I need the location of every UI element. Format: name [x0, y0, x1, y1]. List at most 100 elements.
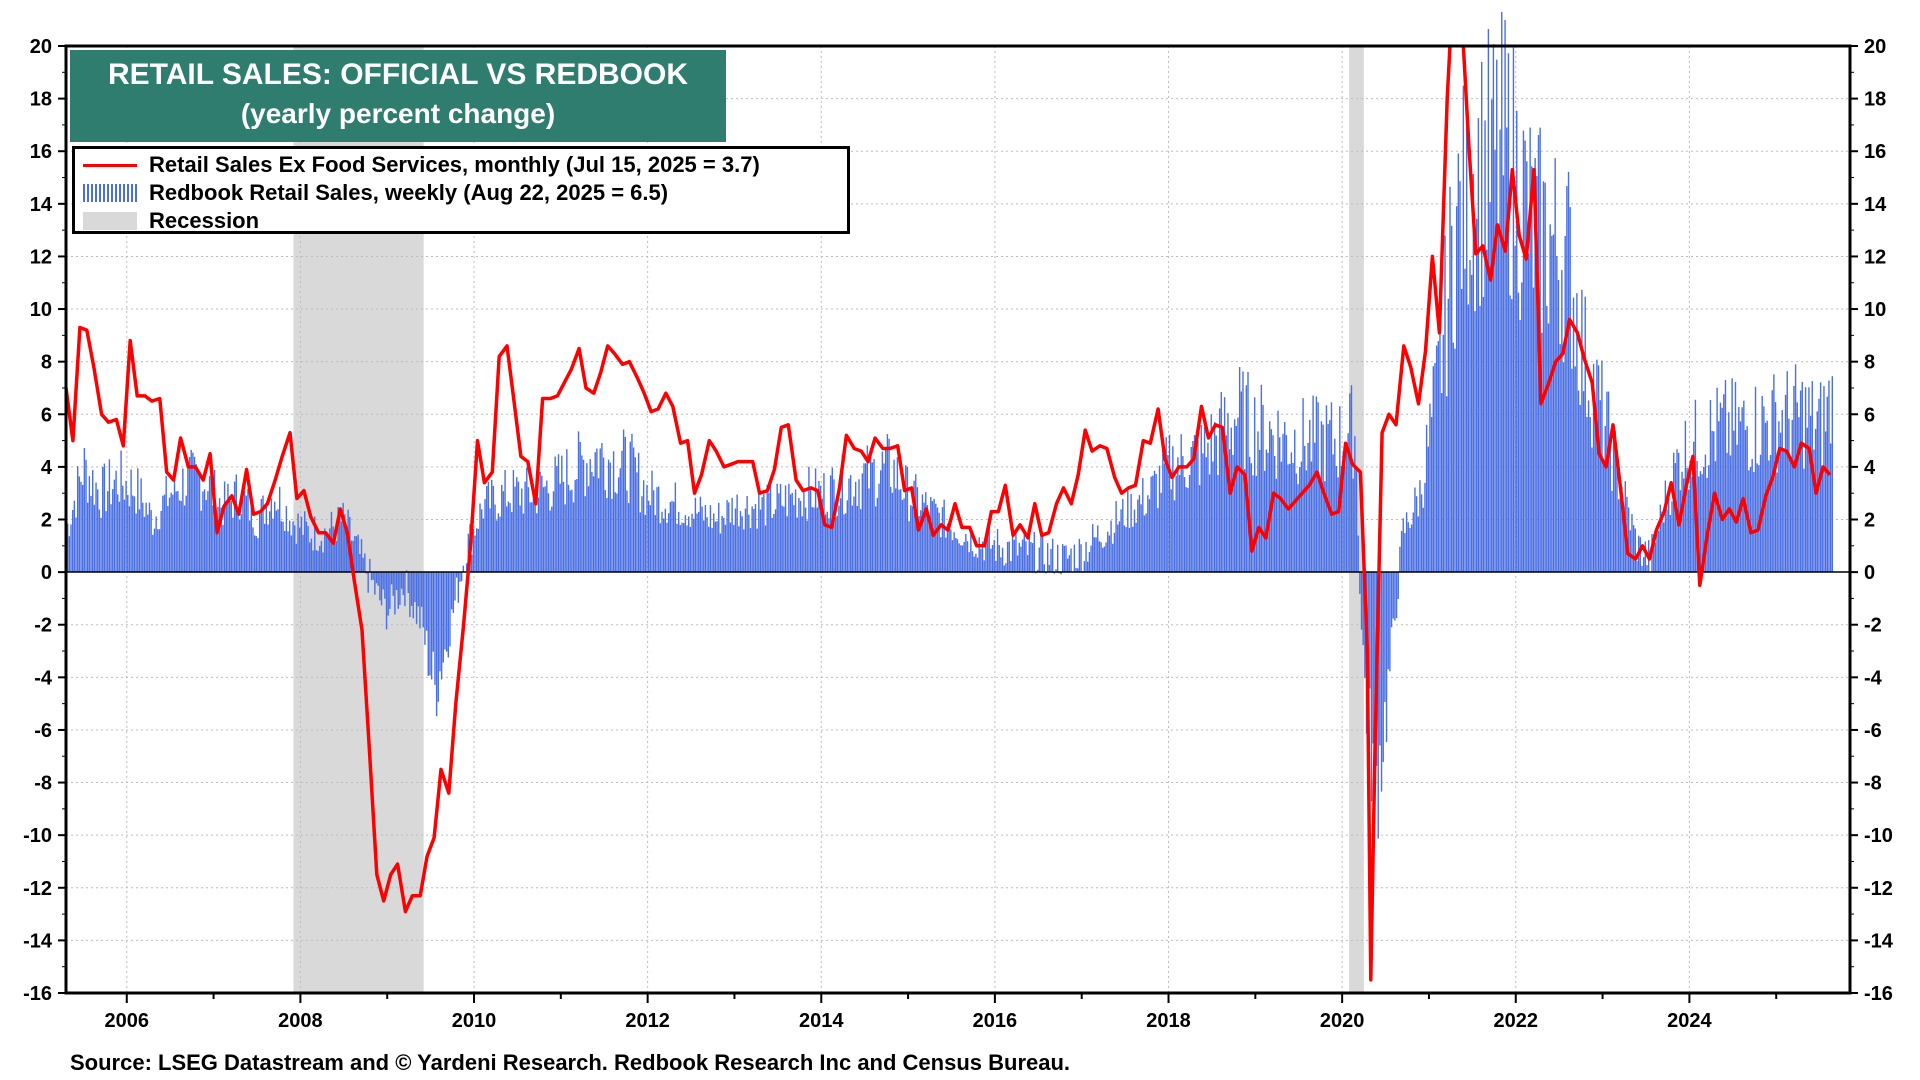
- redbook-bar: [1542, 181, 1545, 573]
- redbook-bar: [955, 537, 957, 573]
- redbook-bar: [329, 528, 331, 573]
- redbook-bar: [614, 492, 616, 573]
- redbook-bar: [1314, 442, 1316, 573]
- redbook-bar: [908, 521, 910, 573]
- redbook-bar: [1127, 490, 1129, 573]
- redbook-bar: [662, 518, 665, 573]
- x-tick-label: 2008: [278, 1010, 323, 1032]
- redbook-bar: [1168, 434, 1171, 573]
- redbook-bar: [1604, 425, 1606, 573]
- redbook-bar: [1634, 528, 1637, 573]
- redbook-bar: [153, 528, 156, 573]
- redbook-bar: [980, 548, 982, 573]
- redbook-bar: [1255, 475, 1258, 573]
- x-tick-label: 2006: [105, 1010, 150, 1032]
- redbook-bar: [1499, 129, 1501, 573]
- redbook-bar: [1566, 186, 1568, 573]
- redbook-bar: [1791, 419, 1793, 573]
- redbook-bar: [698, 511, 700, 573]
- redbook-bar: [332, 526, 334, 573]
- redbook-bar: [242, 487, 244, 573]
- redbook-bar: [986, 529, 989, 573]
- redbook-bar: [1424, 482, 1426, 573]
- redbook-bar: [1487, 29, 1490, 573]
- redbook-bar: [968, 552, 970, 573]
- redbook-bar: [345, 527, 348, 573]
- redbook-bar: [118, 501, 121, 573]
- x-tick-label: 2016: [973, 1010, 1018, 1032]
- redbook-bar: [1828, 380, 1830, 573]
- redbook-bar: [511, 512, 513, 573]
- redbook-bar: [519, 505, 521, 573]
- redbook-bar: [1257, 431, 1259, 573]
- redbook-bar: [1352, 478, 1354, 573]
- redbook-bar: [713, 513, 715, 573]
- redbook-bar: [1140, 504, 1142, 573]
- redbook-bar: [429, 572, 431, 676]
- redbook-bar: [524, 481, 526, 573]
- official-line-layer: [66, 46, 1832, 982]
- redbook-bar: [1736, 444, 1738, 573]
- redbook-bar: [1646, 565, 1648, 573]
- y-tick-label-left: -2: [34, 615, 52, 637]
- redbook-bar: [87, 502, 89, 573]
- redbook-bar: [719, 533, 722, 573]
- redbook-bar: [1753, 472, 1755, 573]
- redbook-bar: [1287, 464, 1289, 573]
- redbook-bar: [1197, 440, 1199, 573]
- redbook-bar: [1065, 545, 1067, 573]
- redbook-bar: [843, 514, 845, 573]
- redbook-bar: [951, 540, 954, 573]
- redbook-bar: [1183, 477, 1186, 573]
- redbook-bar: [302, 534, 304, 573]
- redbook-bar: [1746, 426, 1748, 573]
- redbook-bar: [793, 505, 795, 573]
- redbook-bar: [1110, 520, 1112, 573]
- redbook-bar: [422, 572, 424, 628]
- redbook-bar: [1187, 487, 1189, 573]
- redbook-bar: [778, 493, 780, 573]
- redbook-bar: [1165, 437, 1167, 573]
- redbook-bar: [814, 468, 817, 573]
- redbook-bar: [1526, 161, 1528, 573]
- redbook-bar: [1350, 385, 1353, 573]
- redbook-bar: [352, 540, 354, 573]
- redbook-bar: [936, 507, 939, 573]
- redbook-bar: [1572, 297, 1575, 573]
- redbook-bar: [589, 459, 591, 573]
- redbook-bar: [741, 516, 743, 573]
- redbook-bar: [158, 529, 161, 573]
- redbook-bar: [1531, 166, 1533, 573]
- redbook-bar: [1462, 85, 1465, 573]
- redbook-bar: [1569, 207, 1571, 573]
- redbook-bar: [1225, 435, 1227, 573]
- redbook-bar: [88, 476, 91, 573]
- redbook-bar: [556, 466, 558, 573]
- redbook-bar: [1400, 531, 1403, 573]
- redbook-bar: [255, 536, 258, 573]
- redbook-bar: [410, 572, 413, 606]
- redbook-bar: [748, 514, 750, 573]
- redbook-bar: [686, 525, 688, 573]
- redbook-bar: [310, 538, 313, 573]
- redbook-bar: [188, 456, 191, 573]
- redbook-bar: [1481, 61, 1483, 573]
- redbook-bar: [799, 500, 802, 573]
- redbook-bar: [212, 505, 214, 573]
- redbook-bar: [966, 541, 969, 573]
- redbook-bar: [1632, 525, 1635, 573]
- redbook-bar: [1601, 360, 1603, 573]
- redbook-bar: [592, 476, 595, 573]
- redbook-bar: [155, 516, 157, 573]
- redbook-bar: [1102, 547, 1104, 573]
- redbook-bar: [853, 496, 855, 573]
- y-tick-label-right: 4: [1864, 457, 1876, 479]
- redbook-bar: [796, 517, 798, 573]
- redbook-bar: [1182, 456, 1184, 573]
- redbook-bar: [1584, 296, 1586, 573]
- redbook-bar: [958, 543, 960, 573]
- redbook-bar: [516, 477, 518, 573]
- redbook-bar: [253, 535, 256, 573]
- redbook-bar: [1173, 500, 1176, 573]
- redbook-bar: [1589, 417, 1591, 573]
